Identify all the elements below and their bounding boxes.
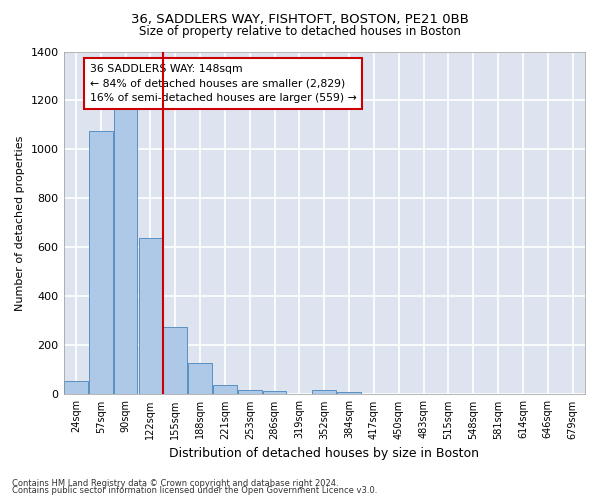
Bar	[114, 93, 137, 394]
Text: 36, SADDLERS WAY, FISHTOFT, BOSTON, PE21 0BB: 36, SADDLERS WAY, FISHTOFT, BOSTON, PE21…	[131, 12, 469, 26]
Bar	[188, 362, 212, 394]
Bar	[238, 390, 262, 394]
Bar	[89, 131, 113, 394]
Bar	[313, 390, 336, 394]
Text: 36 SADDLERS WAY: 148sqm
← 84% of detached houses are smaller (2,829)
16% of semi: 36 SADDLERS WAY: 148sqm ← 84% of detache…	[89, 64, 356, 103]
X-axis label: Distribution of detached houses by size in Boston: Distribution of detached houses by size …	[169, 447, 479, 460]
Bar	[163, 327, 187, 394]
Bar	[337, 392, 361, 394]
Bar	[213, 384, 237, 394]
Bar	[263, 391, 286, 394]
Y-axis label: Number of detached properties: Number of detached properties	[15, 136, 25, 310]
Bar	[64, 381, 88, 394]
Text: Contains HM Land Registry data © Crown copyright and database right 2024.: Contains HM Land Registry data © Crown c…	[12, 478, 338, 488]
Text: Size of property relative to detached houses in Boston: Size of property relative to detached ho…	[139, 25, 461, 38]
Text: Contains public sector information licensed under the Open Government Licence v3: Contains public sector information licen…	[12, 486, 377, 495]
Bar	[139, 238, 162, 394]
